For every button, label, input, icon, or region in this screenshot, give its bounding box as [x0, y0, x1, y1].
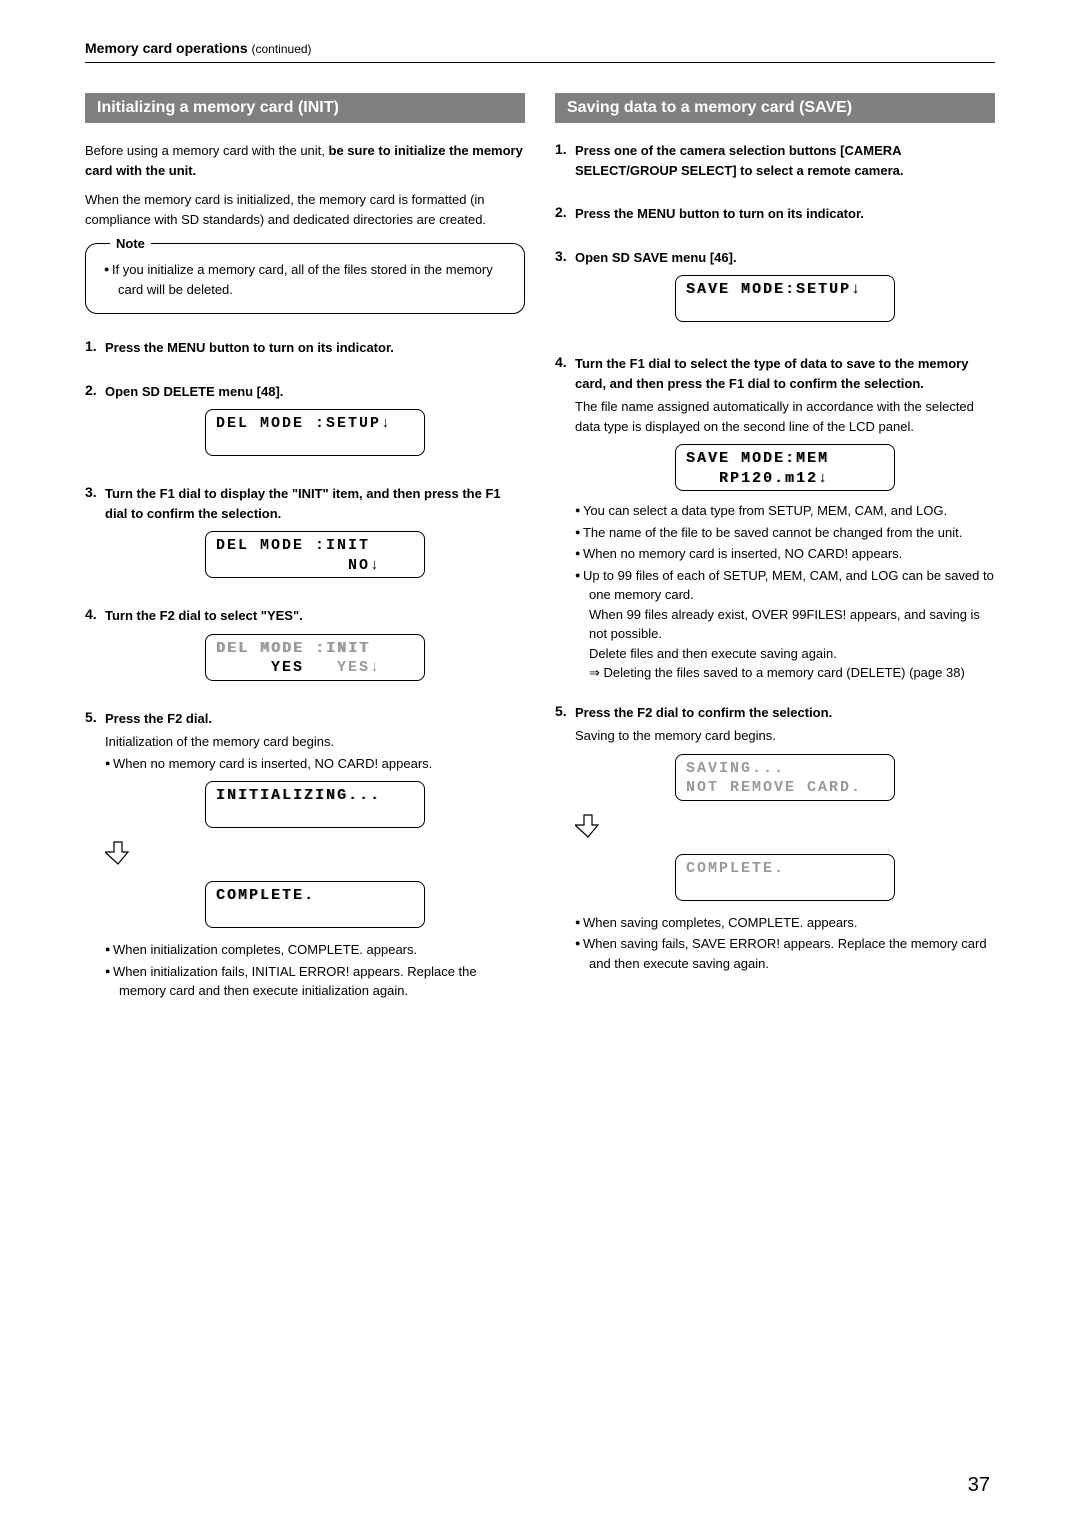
lcd-line: COMPLETE. — [686, 859, 884, 879]
right-step-4: 4. Turn the F1 dial to select the type o… — [555, 354, 995, 683]
left-step-1: 1. Press the MENU button to turn on its … — [85, 338, 525, 362]
header-title: Memory card operations — [85, 40, 248, 56]
step-bullet: You can select a data type from SETUP, M… — [575, 501, 995, 521]
left-step-3: 3. Turn the F1 dial to display the "INIT… — [85, 484, 525, 586]
lcd-line: DEL MODE :INIT — [216, 536, 414, 556]
right-step-5: 5. Press the F2 dial to confirm the sele… — [555, 703, 995, 974]
step-bullet: When initialization completes, COMPLETE.… — [105, 940, 525, 960]
lcd-line: SAVE MODE:SETUP↓ — [686, 281, 862, 298]
right-column: Saving data to a memory card (SAVE) 1. P… — [555, 93, 995, 1021]
lcd-display: DEL MODE :INITDEL MODE :INIT YES YES↓ — [205, 634, 425, 681]
left-step-4: 4. Turn the F2 dial to select "YES". DEL… — [85, 606, 525, 689]
lcd-line: DEL MODE :SETUP↓ — [216, 414, 414, 434]
left-step-2: 2. Open SD DELETE menu [48]. DEL MODE :S… — [85, 382, 525, 465]
step-num: 1. — [85, 338, 105, 362]
step-num: 4. — [85, 606, 105, 689]
lcd-line-gray: YES↓ — [337, 659, 381, 676]
lcd-line: COMPLETE. — [216, 887, 315, 904]
intro-pre: Before using a memory card with the unit… — [85, 143, 329, 158]
step-num: 2. — [85, 382, 105, 465]
step-head: Open SD SAVE menu [46]. — [575, 248, 995, 268]
step-num: 5. — [85, 709, 105, 1001]
lcd-line: NOT REMOVE CARD. — [686, 778, 884, 798]
step-text: Delete files and then execute saving aga… — [575, 644, 995, 664]
step-num: 4. — [555, 354, 575, 683]
lcd-display: SAVE MODE:MEMSAVE MODE:MEM RP120.m12↓ RP… — [675, 444, 895, 491]
step-bullet: When saving fails, SAVE ERROR! appears. … — [575, 934, 995, 973]
step-bullet: The name of the file to be saved cannot … — [575, 523, 995, 543]
step-bullet: When no memory card is inserted, NO CARD… — [105, 754, 525, 774]
lcd-line: INITIALIZING... — [216, 787, 381, 804]
lcd-display: SAVE MODE:SETUP↓SAVE MODE:SETUP↓ — [675, 275, 895, 322]
step-head: Press the MENU button to turn on its ind… — [575, 204, 995, 224]
lcd-line: SAVING... — [686, 759, 884, 779]
step-bullet: When initialization fails, INITIAL ERROR… — [105, 962, 525, 1001]
left-column: Initializing a memory card (INIT) Before… — [85, 93, 525, 1021]
step-head: Open SD DELETE menu [48]. — [105, 382, 525, 402]
lcd-display: COMPLETE.COMPLETE. — [205, 881, 425, 928]
step-head: Turn the F1 dial to display the "INIT" i… — [105, 484, 525, 523]
step-head: Press the MENU button to turn on its ind… — [105, 338, 525, 358]
note-box: Note If you initialize a memory card, al… — [85, 243, 525, 314]
step-num: 1. — [555, 141, 575, 184]
intro-text: Before using a memory card with the unit… — [85, 141, 525, 180]
step-head: Press the F2 dial to confirm the selecti… — [575, 703, 995, 723]
right-step-3: 3. Open SD SAVE menu [46]. SAVE MODE:SET… — [555, 248, 995, 331]
step-text: The file name assigned automatically in … — [575, 397, 995, 436]
lcd-display: DEL MODE :SETUP↓ — [205, 409, 425, 456]
lcd-display: DEL MODE :INIT NO↓ — [205, 531, 425, 578]
header-continued: (continued) — [252, 42, 312, 56]
step-bullet: When no memory card is inserted, NO CARD… — [575, 544, 995, 564]
step-head: Press one of the camera selection button… — [575, 141, 995, 180]
left-step-5: 5. Press the F2 dial. Initialization of … — [85, 709, 525, 1001]
step-bullet: Up to 99 files of each of SETUP, MEM, CA… — [575, 566, 995, 605]
lcd-line: SAVE MODE:MEM — [686, 450, 829, 467]
intro-text2: When the memory card is initialized, the… — [85, 190, 525, 229]
step-head: Turn the F2 dial to select "YES". — [105, 606, 525, 626]
lcd-display: COMPLETE. — [675, 854, 895, 901]
step-bullet: When saving completes, COMPLETE. appears… — [575, 913, 995, 933]
right-section-title: Saving data to a memory card (SAVE) — [555, 93, 995, 123]
step-head: Turn the F1 dial to select the type of d… — [575, 354, 995, 393]
note-label: Note — [110, 234, 151, 254]
left-section-title: Initializing a memory card (INIT) — [85, 93, 525, 123]
crossref: ⇒ Deleting the files saved to a memory c… — [575, 663, 995, 683]
step-text: Initialization of the memory card begins… — [105, 732, 525, 752]
arrow-down-icon — [575, 813, 601, 839]
page-number: 37 — [968, 1474, 990, 1497]
lcd-display: INITIALIZING...INITIALIZING... — [205, 781, 425, 828]
step-num: 3. — [555, 248, 575, 331]
step-text: When 99 files already exist, OVER 99FILE… — [575, 605, 995, 644]
note-text: If you initialize a memory card, all of … — [104, 260, 510, 299]
step-head: Press the F2 dial. — [105, 709, 525, 729]
lcd-line: DEL MODE :INIT — [216, 640, 370, 657]
step-num: 2. — [555, 204, 575, 228]
page-header: Memory card operations (continued) — [85, 40, 995, 63]
step-num: 3. — [85, 484, 105, 586]
arrow-down-icon — [105, 840, 131, 866]
lcd-line: RP120.m12↓ — [686, 470, 829, 487]
lcd-display: SAVING... NOT REMOVE CARD. — [675, 754, 895, 801]
step-num: 5. — [555, 703, 575, 974]
right-step-1: 1. Press one of the camera selection but… — [555, 141, 995, 184]
right-step-2: 2. Press the MENU button to turn on its … — [555, 204, 995, 228]
step-text: Saving to the memory card begins. — [575, 726, 995, 746]
lcd-line: YES — [216, 659, 337, 676]
lcd-line: NO↓ — [216, 556, 414, 576]
